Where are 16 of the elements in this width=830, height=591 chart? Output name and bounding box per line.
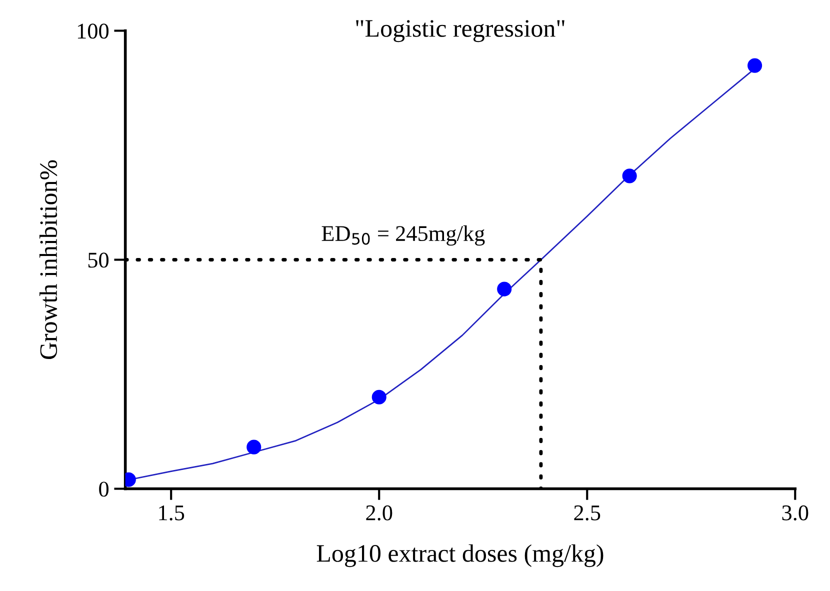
x-tick-label: 1.5 [159, 505, 184, 520]
point [748, 58, 762, 73]
y-tick-label: 0 [99, 482, 109, 497]
point [622, 168, 637, 184]
point [497, 282, 512, 296]
y-axis-title: Growth inhibition% [39, 160, 58, 360]
annotation: ED$_{50}$ = 245mg/kg [322, 225, 485, 246]
chart-title: "Logistic regression" [356, 20, 564, 42]
y-tick-label: 100 [78, 24, 109, 39]
x-tick-label: 2.5 [574, 505, 600, 520]
x-tick-label: 3.0 [782, 505, 808, 520]
point [372, 390, 386, 404]
x-tick-label: 2.0 [366, 505, 392, 520]
x-axis-title: Log10 extract doses (mg/kg) [316, 544, 604, 568]
point [246, 440, 262, 454]
y-tick-label: 50 [88, 252, 109, 268]
